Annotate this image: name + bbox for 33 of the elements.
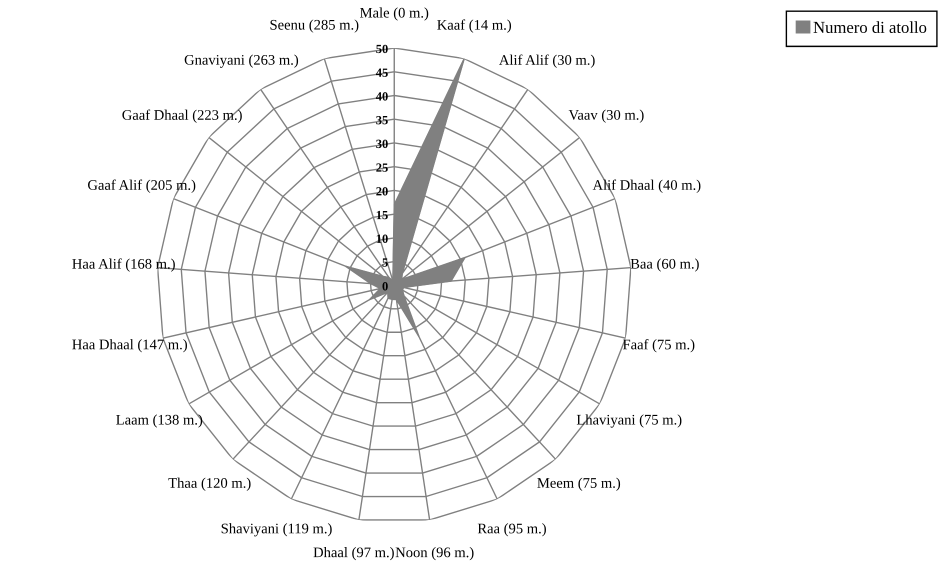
spoke-label: Meem (75 m.) xyxy=(537,478,620,491)
spoke-label: Noon (96 m.) xyxy=(396,547,474,560)
spoke-label: Shaviyani (119 m.) xyxy=(222,523,332,536)
y-tick-label: 35 xyxy=(376,116,388,124)
y-tick-label: 25 xyxy=(376,163,388,172)
spoke-label: Thaa (120 m.) xyxy=(168,478,251,491)
spoke-label: Dhaal (97 m.) xyxy=(314,547,394,560)
y-tick-label: 20 xyxy=(376,187,388,196)
y-tick-label: 0 xyxy=(382,282,388,290)
spoke-label: Gnaviyani (263 m.) xyxy=(184,54,298,68)
spoke-label: Vaav (30 m.) xyxy=(568,110,644,123)
spoke-label: Raa (95 m.) xyxy=(478,523,546,536)
spoke-label: Baa (60 m.) xyxy=(630,258,699,272)
spoke-label: Male (0 m.) xyxy=(360,7,428,21)
legend-label: Numero di atollo xyxy=(814,21,926,33)
spoke-label: Seenu (285 m.) xyxy=(270,19,358,33)
spoke-label: Kaaf (14 m.) xyxy=(437,19,512,33)
spoke-label: Gaaf Dhaal (223 m.) xyxy=(122,109,242,123)
y-tick-label: 50 xyxy=(376,44,388,54)
spoke-label: Gaaf Alif (205 m.) xyxy=(88,180,196,193)
spoke-label: Alif Alif (30 m.) xyxy=(499,54,595,68)
spoke-label: Haa Dhaal (147 m.) xyxy=(72,339,187,352)
spoke-label: Alif Dhaal (40 m.) xyxy=(592,180,700,193)
y-tick-label: 15 xyxy=(376,210,388,220)
y-tick-label: 40 xyxy=(376,92,388,101)
y-tick-label: 5 xyxy=(382,258,388,267)
spoke-label: Haa Alif (168 m.) xyxy=(72,258,175,272)
y-tick-label: 45 xyxy=(376,68,388,77)
spoke-label: Faaf (75 m.) xyxy=(622,339,694,352)
y-tick-label: 10 xyxy=(376,234,388,243)
y-tick-label: 30 xyxy=(376,140,388,148)
spoke-label: Laam (138 m.) xyxy=(116,414,202,428)
spoke-label: Lhaviyani (75 m.) xyxy=(576,414,682,428)
